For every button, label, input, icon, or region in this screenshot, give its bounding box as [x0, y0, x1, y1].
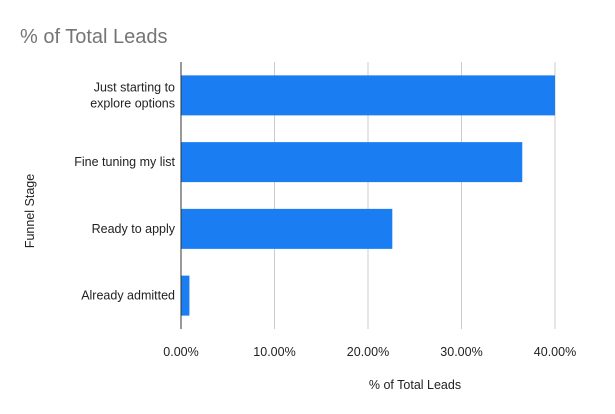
- bar: [181, 75, 555, 116]
- x-tick-label: 0.00%: [163, 345, 198, 359]
- x-tick-label: 40.00%: [534, 345, 576, 359]
- bar: [181, 142, 523, 183]
- category-label: Fine tuning my list: [74, 155, 175, 169]
- x-tick-label: 30.00%: [440, 345, 482, 359]
- x-tick-label: 10.00%: [253, 345, 295, 359]
- category-labels: Just starting to explore options Fine tuni…: [74, 80, 175, 302]
- chart-title: % of Total Leads: [20, 26, 168, 48]
- x-tick-labels: 0.00% 10.00% 20.00% 30.00% 40.00%: [163, 345, 576, 359]
- category-label: Ready to apply: [92, 222, 176, 236]
- category-label: explore options: [90, 96, 175, 110]
- y-axis-title: Funnel Stage: [23, 174, 37, 248]
- x-axis-title: % of Total Leads: [369, 378, 461, 392]
- bar: [181, 275, 190, 316]
- x-tick-label: 20.00%: [347, 345, 389, 359]
- category-label: Just starting to: [94, 80, 175, 94]
- bars: [181, 75, 555, 316]
- bar: [181, 208, 393, 249]
- category-label: Already admitted: [81, 289, 175, 303]
